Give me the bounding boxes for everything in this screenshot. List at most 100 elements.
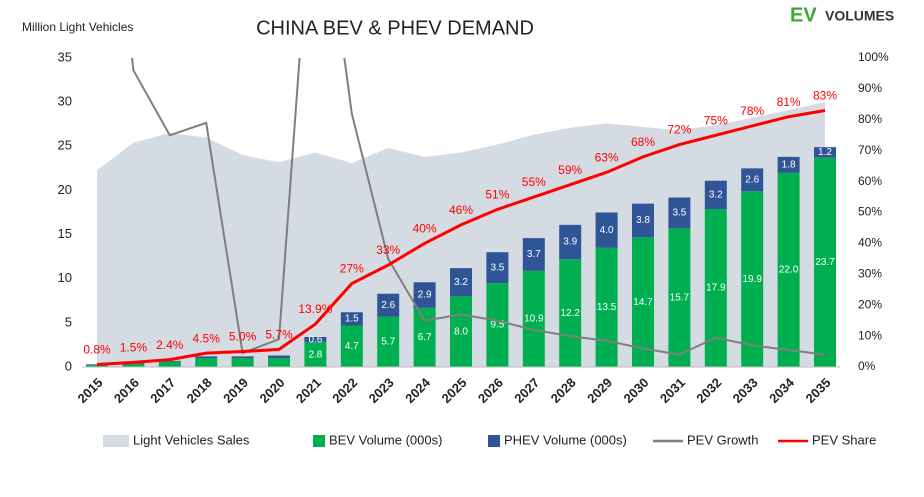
bar bbox=[814, 147, 836, 158]
bar bbox=[595, 247, 618, 367]
y2-tick-label: 80% bbox=[858, 112, 882, 126]
bar bbox=[814, 157, 836, 367]
bar-value-label: 2.6 bbox=[381, 300, 395, 311]
line bbox=[96, 109, 826, 367]
bar bbox=[559, 259, 582, 367]
bar bbox=[377, 316, 400, 367]
x-tick-label: 2019 bbox=[220, 375, 251, 406]
bar bbox=[268, 358, 290, 367]
bar bbox=[777, 172, 800, 367]
chart-title: CHINA BEV & PHEV DEMAND bbox=[256, 17, 534, 39]
x-tick-label: 2027 bbox=[511, 375, 542, 406]
line bbox=[130, 58, 826, 356]
line-value-label: 51% bbox=[485, 188, 509, 202]
legend-label: PEV Share bbox=[812, 432, 876, 447]
bar-value-label: 2.9 bbox=[418, 290, 432, 301]
y-tick-label: 20 bbox=[58, 182, 72, 197]
bar-value-label: 1.2 bbox=[818, 147, 832, 158]
line-value-label: 5.0% bbox=[229, 330, 257, 344]
legend-label: PHEV Volume (000s) bbox=[504, 432, 627, 447]
bar bbox=[595, 212, 618, 248]
bar bbox=[158, 361, 181, 367]
x-tick-label: 2017 bbox=[147, 375, 178, 406]
y2-tick-label: 0% bbox=[858, 359, 876, 373]
bar bbox=[741, 168, 764, 192]
x-tick-label: 2034 bbox=[766, 374, 798, 406]
line-value-label: 55% bbox=[522, 175, 546, 189]
bar-value-label: 4.7 bbox=[345, 341, 359, 352]
y2-tick-label: 30% bbox=[858, 266, 882, 280]
y2-tick-label: 90% bbox=[858, 81, 882, 95]
bar bbox=[632, 237, 654, 367]
x-tick-label: 2035 bbox=[802, 375, 833, 406]
line-value-label: 5.7% bbox=[265, 328, 293, 342]
bar bbox=[559, 224, 582, 260]
y-axis-label: Million Light Vehicles bbox=[22, 20, 133, 34]
bar bbox=[122, 363, 145, 367]
line-value-label: 78% bbox=[740, 104, 764, 118]
legend-swatch bbox=[103, 435, 129, 447]
x-tick-label: 2032 bbox=[693, 375, 724, 406]
y-tick-label: 10 bbox=[58, 270, 72, 285]
line-value-label: 46% bbox=[449, 203, 473, 217]
bar bbox=[413, 307, 436, 367]
y2-tick-label: 60% bbox=[858, 174, 882, 188]
x-tick-label: 2020 bbox=[256, 375, 287, 406]
bar-value-label: 12.2 bbox=[560, 308, 580, 319]
bar bbox=[632, 203, 654, 238]
bar bbox=[450, 268, 472, 297]
y-tick-label: 0 bbox=[65, 358, 72, 373]
line-value-label: 83% bbox=[813, 89, 837, 103]
bar-value-label: 3.8 bbox=[636, 215, 650, 226]
bar-value-label: 14.7 bbox=[633, 297, 653, 308]
bar bbox=[377, 293, 400, 317]
y2-tick-label: 50% bbox=[858, 205, 882, 219]
legend-label: PEV Growth bbox=[687, 432, 759, 447]
legend-label: BEV Volume (000s) bbox=[329, 432, 442, 447]
x-tick-label: 2026 bbox=[475, 375, 506, 406]
x-tick-label: 2024 bbox=[402, 374, 434, 406]
bar bbox=[340, 312, 363, 326]
x-tick-label: 2033 bbox=[730, 375, 761, 406]
x-tick-label: 2015 bbox=[74, 375, 105, 406]
bar bbox=[86, 364, 108, 366]
x-tick-label: 2016 bbox=[111, 375, 142, 406]
bar-value-label: 5.7 bbox=[381, 336, 395, 347]
bar-value-label: 6.7 bbox=[418, 332, 432, 343]
logo-ev: EV bbox=[790, 4, 817, 26]
bar-value-label: 3.5 bbox=[490, 262, 504, 273]
bar-value-label: 13.5 bbox=[597, 302, 617, 313]
bar bbox=[741, 191, 764, 367]
bar bbox=[158, 360, 181, 362]
bar bbox=[704, 208, 727, 367]
bar bbox=[86, 365, 108, 367]
bar-value-label: 17.9 bbox=[706, 283, 726, 294]
bar-value-label: 4.0 bbox=[600, 225, 614, 236]
bar bbox=[450, 296, 472, 367]
logo-volumes: VOLUMES bbox=[825, 8, 894, 24]
bar bbox=[195, 356, 218, 359]
y2-tick-label: 40% bbox=[858, 236, 882, 250]
y-tick-label: 15 bbox=[58, 226, 72, 241]
y2-tick-label: 100% bbox=[858, 50, 889, 64]
line-value-label: 68% bbox=[631, 135, 655, 149]
bar bbox=[268, 355, 290, 359]
bar-value-label: 2.8 bbox=[308, 349, 322, 360]
line-value-label: 0.8% bbox=[83, 343, 111, 357]
x-tick-label: 2018 bbox=[184, 375, 215, 406]
x-tick-label: 2029 bbox=[584, 375, 615, 406]
line-value-label: 1.5% bbox=[120, 341, 148, 355]
bar bbox=[340, 325, 363, 367]
line-value-label: 40% bbox=[413, 222, 437, 236]
line-value-label: 33% bbox=[376, 243, 400, 257]
bar bbox=[231, 356, 254, 359]
bar bbox=[231, 358, 254, 367]
bar bbox=[777, 156, 800, 173]
x-tick-label: 2022 bbox=[329, 375, 360, 406]
line-value-label: 72% bbox=[667, 123, 691, 137]
bar bbox=[522, 238, 545, 271]
bar-value-label: 3.9 bbox=[563, 237, 577, 248]
line-value-label: 63% bbox=[595, 151, 619, 165]
bar bbox=[304, 342, 327, 367]
